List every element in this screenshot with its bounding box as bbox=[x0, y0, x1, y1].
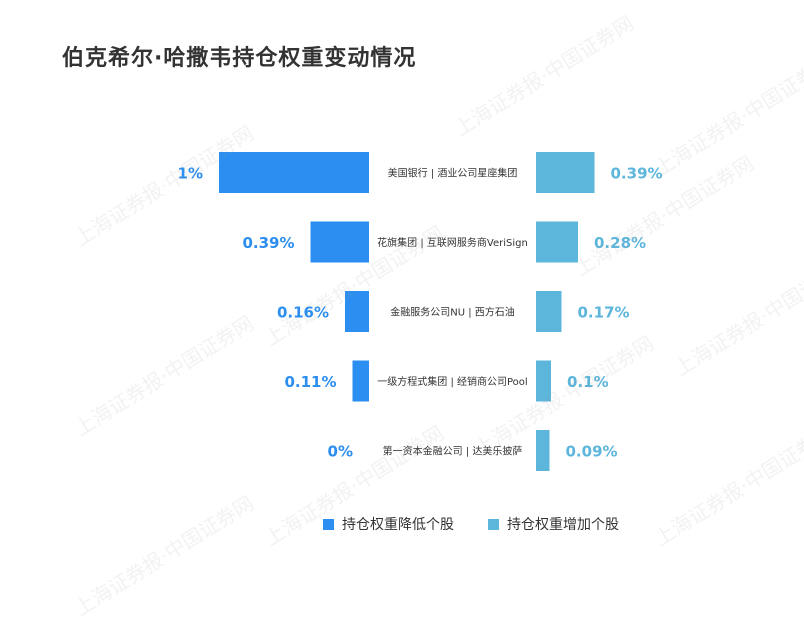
value-label-decrease: 0.16% bbox=[277, 304, 329, 322]
legend-label-increase: 持仓权重增加个股 bbox=[507, 517, 619, 533]
value-label-decrease: 0% bbox=[328, 443, 353, 461]
category-label: 花旗集团 | 互联网服务商VeriSign bbox=[377, 236, 528, 249]
bar-decrease bbox=[352, 360, 369, 402]
value-label-increase: 0.1% bbox=[567, 373, 609, 391]
category-label: 金融服务公司NU | 西方石油 bbox=[390, 306, 515, 319]
bar-decrease bbox=[345, 291, 369, 332]
bar-decrease bbox=[219, 152, 369, 193]
bar-increase bbox=[536, 291, 562, 332]
chart-title: 伯克希尔·哈撒韦持仓权重变动情况 bbox=[62, 46, 417, 71]
legend-item-decrease: 持仓权重降低个股 bbox=[323, 514, 454, 534]
value-label-increase: 0.39% bbox=[611, 165, 663, 183]
value-label-increase: 0.17% bbox=[578, 304, 630, 322]
bar-increase bbox=[536, 221, 578, 263]
value-label-decrease: 0.11% bbox=[284, 373, 336, 391]
category-label: 一级方程式集团 | 经销商公司Pool bbox=[377, 375, 527, 388]
bar-increase bbox=[536, 360, 551, 402]
category-label: 第一资本金融公司 | 达美乐披萨 bbox=[383, 445, 523, 458]
legend-swatch-increase bbox=[488, 518, 499, 530]
legend-swatch-decrease bbox=[323, 518, 334, 530]
value-label-decrease: 1% bbox=[178, 165, 203, 183]
value-label-increase: 0.28% bbox=[594, 234, 646, 252]
chart-canvas: 美国银行 | 酒业公司星座集团 1% 0.39% 花旗集团 | 互联网服务商VeriS… bbox=[178, 152, 663, 471]
bar-increase bbox=[536, 430, 550, 471]
legend-label-decrease: 持仓权重降低个股 bbox=[342, 517, 454, 533]
category-label: 美国银行 | 酒业公司星座集团 bbox=[388, 167, 518, 180]
legend-item-increase: 持仓权重增加个股 bbox=[488, 514, 619, 534]
value-label-increase: 0.09% bbox=[566, 443, 618, 461]
value-label-decrease: 0.39% bbox=[242, 234, 294, 252]
bar-decrease bbox=[310, 221, 369, 263]
bar-increase bbox=[536, 152, 595, 193]
